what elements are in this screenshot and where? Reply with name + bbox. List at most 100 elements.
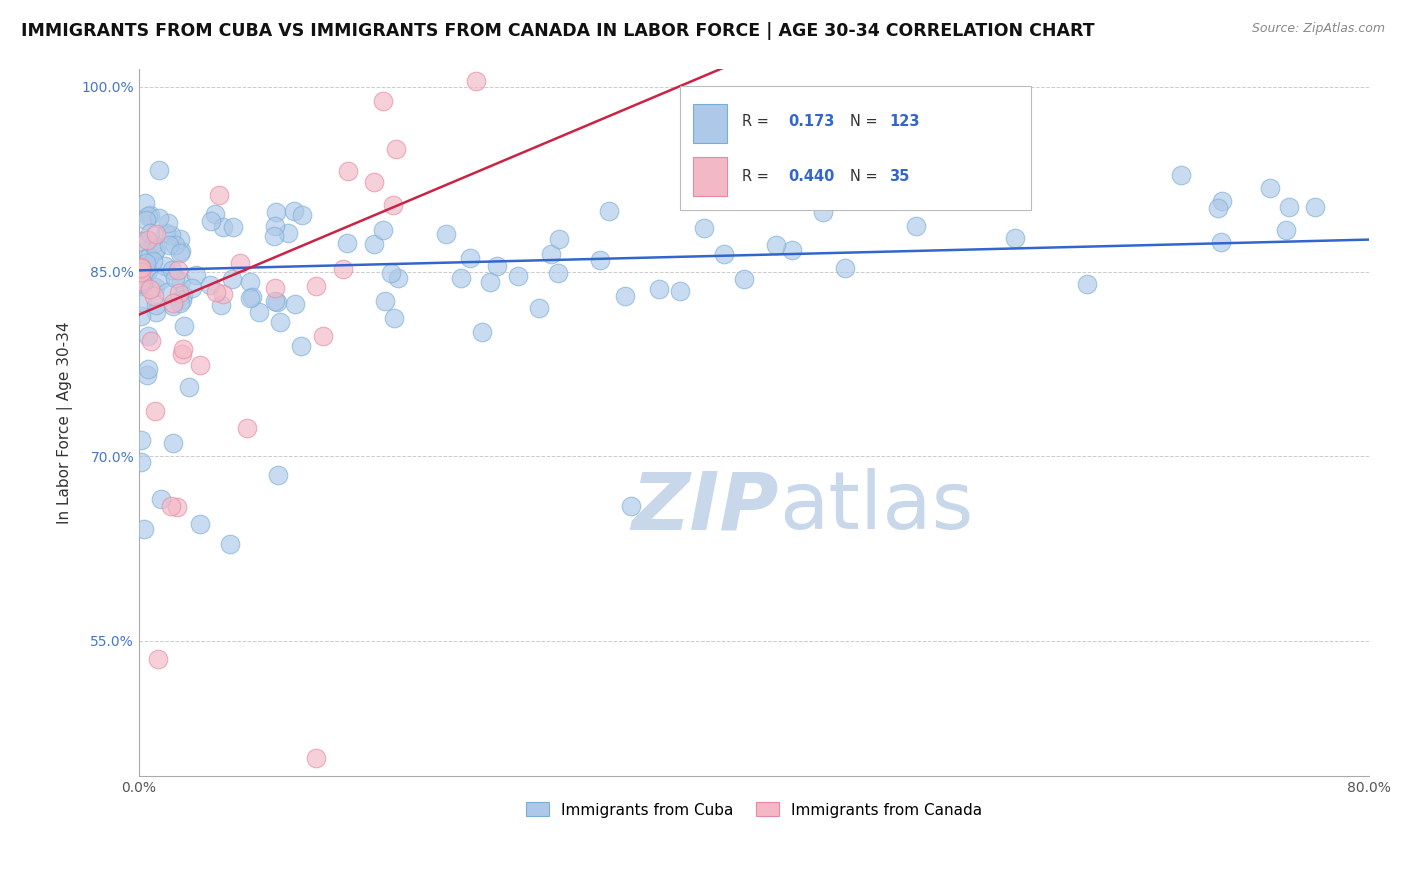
Point — [693, 221, 716, 235]
Point — [229, 256, 252, 270]
Point — [267, 467, 290, 482]
Point — [263, 229, 285, 244]
Text: 123: 123 — [890, 114, 920, 129]
Point — [471, 325, 494, 339]
Point — [145, 305, 167, 319]
Point — [598, 204, 620, 219]
Text: N =: N = — [851, 169, 882, 185]
Point — [143, 244, 166, 259]
Point — [1303, 200, 1326, 214]
Point — [156, 285, 179, 300]
Point — [129, 265, 152, 279]
Point — [387, 271, 409, 285]
Point — [165, 238, 187, 252]
Point — [222, 219, 245, 234]
Point — [1004, 231, 1026, 245]
Point — [172, 293, 194, 307]
FancyBboxPatch shape — [693, 103, 727, 143]
Point — [283, 204, 305, 219]
Point — [172, 347, 194, 361]
Point — [811, 204, 834, 219]
Point — [205, 285, 228, 299]
Point — [235, 421, 257, 435]
Point — [129, 309, 152, 323]
Point — [263, 280, 285, 294]
Point — [540, 247, 562, 261]
Point — [138, 250, 160, 264]
Y-axis label: In Labor Force | Age 30-34: In Labor Force | Age 30-34 — [58, 321, 73, 524]
Point — [159, 238, 181, 252]
Point — [159, 500, 181, 514]
Point — [166, 263, 188, 277]
Point — [177, 380, 200, 394]
Point — [135, 256, 157, 270]
Point — [527, 301, 550, 316]
Point — [159, 228, 181, 243]
Point — [200, 213, 222, 227]
Point — [139, 281, 162, 295]
Point — [138, 362, 160, 376]
Point — [1206, 201, 1229, 215]
Point — [733, 272, 755, 286]
Point — [1258, 180, 1281, 194]
Point — [1278, 200, 1301, 214]
Text: IMMIGRANTS FROM CUBA VS IMMIGRANTS FROM CANADA IN LABOR FORCE | AGE 30-34 CORREL: IMMIGRANTS FROM CUBA VS IMMIGRANTS FROM … — [21, 22, 1095, 40]
Point — [363, 175, 385, 189]
Point — [170, 274, 193, 288]
Point — [363, 236, 385, 251]
Point — [136, 233, 159, 247]
Point — [138, 329, 160, 343]
Point — [143, 404, 166, 418]
Point — [1076, 277, 1098, 292]
Point — [167, 285, 190, 300]
Point — [155, 227, 177, 241]
Point — [240, 290, 263, 304]
Point — [305, 750, 328, 764]
Point — [904, 219, 927, 233]
Point — [291, 208, 314, 222]
Point — [337, 163, 360, 178]
Point — [153, 259, 176, 273]
Point — [336, 236, 359, 251]
Point — [136, 233, 159, 247]
Point — [380, 267, 402, 281]
Point — [332, 262, 354, 277]
Point — [669, 284, 692, 298]
Point — [188, 516, 211, 531]
Point — [221, 272, 243, 286]
Text: 0.440: 0.440 — [789, 169, 835, 185]
Point — [129, 455, 152, 469]
Text: Source: ZipAtlas.com: Source: ZipAtlas.com — [1251, 22, 1385, 36]
Point — [131, 294, 153, 309]
Point — [373, 222, 395, 236]
Point — [148, 162, 170, 177]
Point — [142, 237, 165, 252]
Point — [264, 219, 287, 233]
Point — [614, 289, 637, 303]
Point — [157, 216, 180, 230]
Point — [249, 305, 271, 319]
Text: 35: 35 — [890, 169, 910, 185]
Point — [381, 198, 404, 212]
Point — [450, 270, 472, 285]
Point — [149, 492, 172, 507]
Point — [305, 279, 328, 293]
FancyBboxPatch shape — [681, 87, 1031, 210]
Point — [834, 260, 856, 275]
Point — [188, 358, 211, 372]
Point — [162, 436, 184, 450]
Point — [162, 262, 184, 277]
Legend: Immigrants from Cuba, Immigrants from Canada: Immigrants from Cuba, Immigrants from Ca… — [517, 795, 990, 825]
Point — [142, 254, 165, 268]
Point — [136, 210, 159, 224]
Point — [648, 282, 671, 296]
Point — [162, 299, 184, 313]
Text: atlas: atlas — [779, 468, 973, 546]
Text: ZIP: ZIP — [631, 468, 779, 546]
Point — [166, 500, 188, 515]
Text: R =: R = — [742, 114, 773, 129]
Point — [170, 244, 193, 259]
Point — [135, 213, 157, 227]
Point — [172, 288, 194, 302]
Text: R =: R = — [742, 169, 773, 185]
